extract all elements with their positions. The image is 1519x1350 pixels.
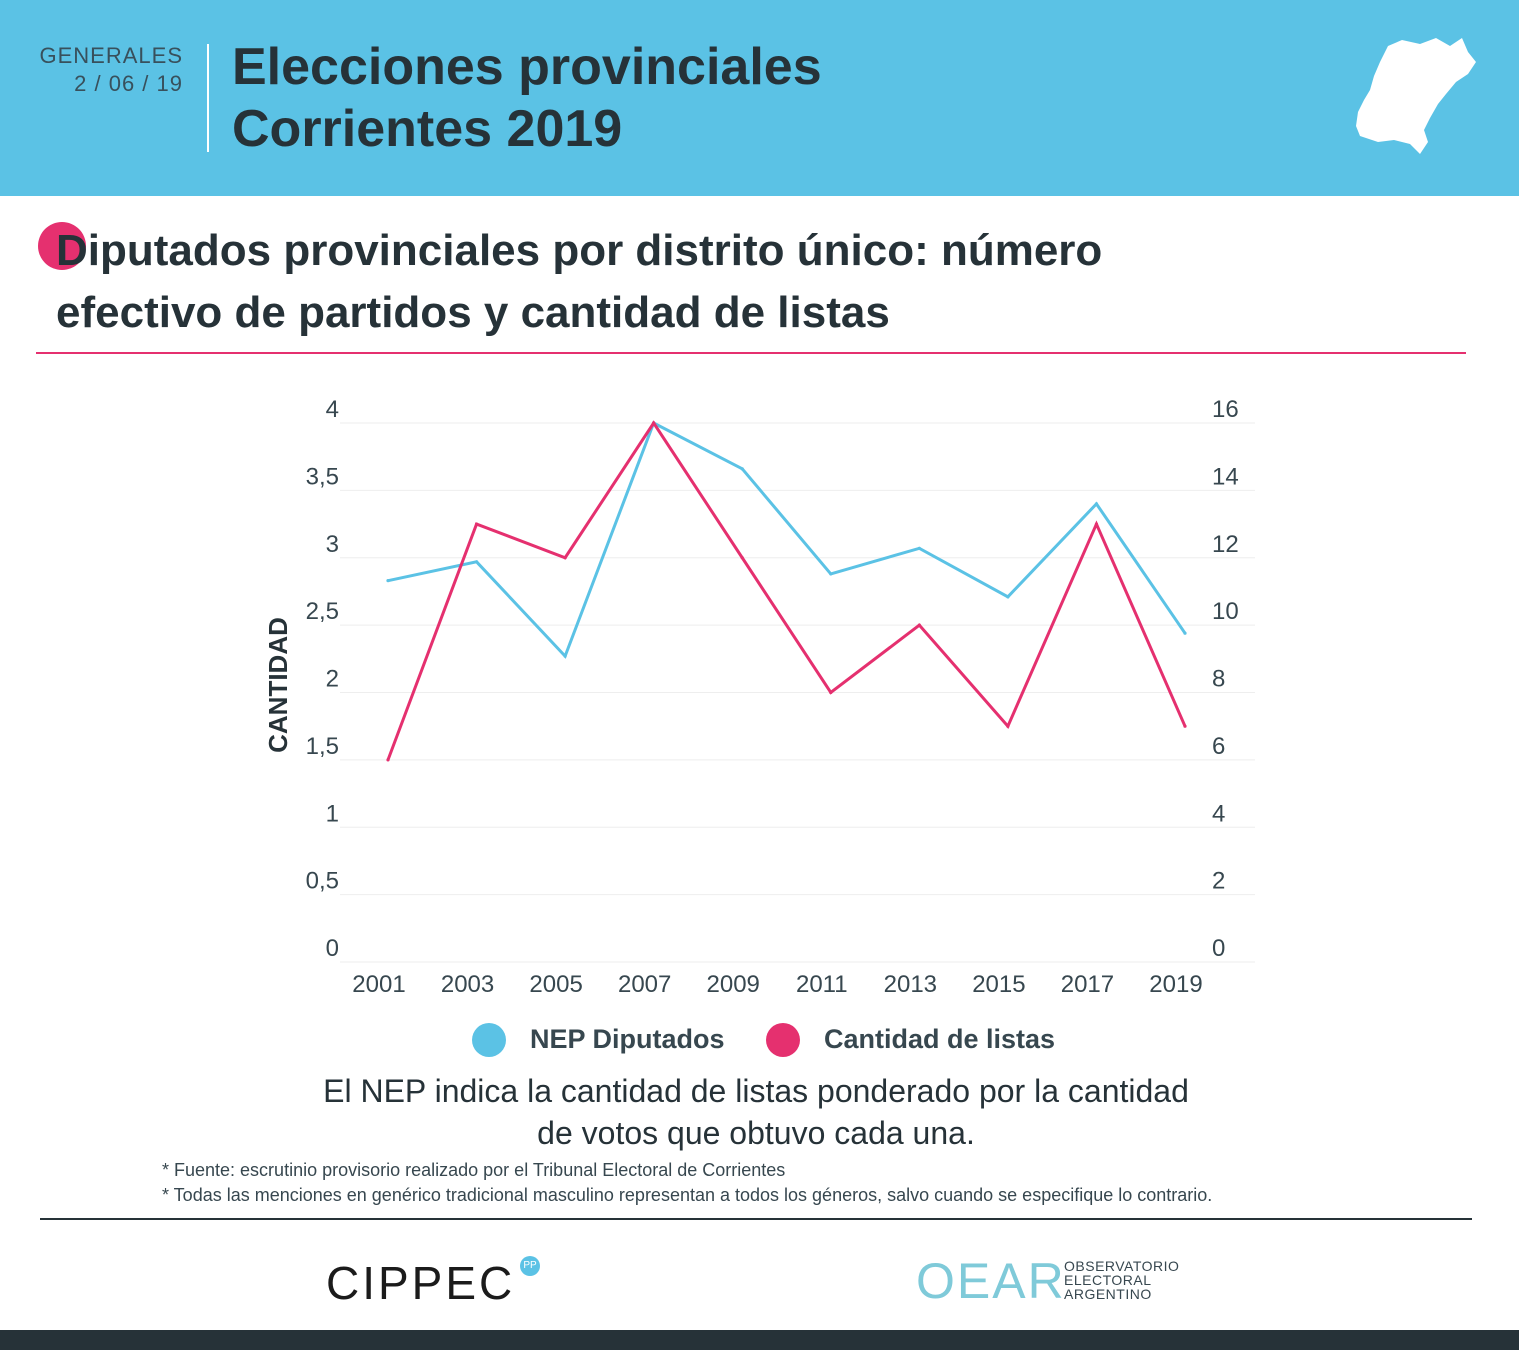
x-tick-label: 2007: [618, 971, 671, 998]
series-line-listas: [386, 420, 1187, 761]
y-tick-label: 4: [326, 396, 339, 423]
legend-swatch-nep: [472, 1023, 506, 1057]
oear-logo-line3: ARGENTINO: [1064, 1286, 1152, 1302]
axis-ticks: 0 0,5 1 1,5 2 2,5 3 3,5 4 0 2 4 6 8 10 12 14 16 2001 2003 20…: [306, 396, 1239, 998]
x-tick-label: 2017: [1061, 971, 1114, 998]
chart-note-line2: de votos que obtuvo cada una.: [537, 1115, 975, 1151]
y2-tick-label: 6: [1212, 733, 1225, 760]
data-point: [386, 758, 390, 762]
data-point: [1094, 502, 1099, 506]
series: [386, 420, 1187, 762]
line-chart: 0 0,5 1 1,5 2 2,5 3 3,5 4 0 2 4 6 8 10 12 14 16 2001 2003 20…: [263, 396, 1255, 998]
election-type: GENERALES: [39, 43, 183, 68]
y2-tick-label: 16: [1212, 396, 1239, 423]
series-line-nep: [387, 420, 1187, 659]
page-title-line1: Elecciones provinciales: [232, 38, 822, 96]
oear-logo-text: OBSERVATORIO ELECTORAL ARGENTINO: [1064, 1259, 1179, 1301]
footnote-source: * Fuente: escrutinio provisorio realizad…: [162, 1160, 786, 1180]
gridlines: [340, 422, 1255, 963]
legend-label-nep: NEP Diputados: [530, 1024, 725, 1054]
y2-tick-label: 14: [1212, 463, 1239, 490]
data-point: [1094, 522, 1099, 526]
chart-note-line1: El NEP indica la cantidad de listas pond…: [323, 1073, 1189, 1109]
data-point: [1183, 724, 1187, 728]
section-title-line1: Diputados provinciales por distrito únic…: [56, 226, 1103, 275]
page-title: Elecciones provinciales Corrientes 2019: [232, 36, 822, 160]
footnote-gender: * Todas las menciones en genérico tradic…: [162, 1185, 1213, 1205]
x-tick-label: 2001: [352, 971, 405, 998]
page-title-line2: Corrientes 2019: [232, 100, 623, 158]
y2-tick-label: 12: [1212, 531, 1239, 558]
election-type-date: GENERALES 2 / 06 / 19: [40, 42, 184, 98]
y-tick-label: 3: [326, 531, 339, 558]
cippec-logo-badge: PP: [520, 1256, 540, 1276]
data-point: [917, 623, 921, 627]
y-tick-label: 0,5: [306, 868, 339, 895]
y-tick-label: 1,5: [306, 733, 339, 760]
y2-tick-label: 10: [1212, 598, 1239, 625]
section-bullet: [38, 222, 86, 270]
data-point: [917, 546, 921, 550]
cippec-logo: CIPPEC: [326, 1257, 516, 1309]
y2-tick-label: 2: [1212, 868, 1225, 895]
y2-tick-label: 0: [1212, 935, 1225, 962]
data-point: [1006, 595, 1010, 599]
data-point: [829, 690, 833, 695]
data-point: [652, 421, 656, 425]
y2-tick-label: 4: [1212, 800, 1225, 827]
y-tick-label: 0: [326, 935, 339, 962]
header-divider: [207, 44, 209, 152]
oear-logo: OEAR: [916, 1253, 1066, 1309]
election-date: 2 / 06 / 19: [74, 71, 183, 96]
header-banner: GENERALES 2 / 06 / 19 Elecciones provinc…: [0, 0, 1519, 196]
section-title: Diputados provinciales por distrito únic…: [56, 220, 1356, 344]
data-point: [829, 572, 833, 576]
y-axis-label: CANTIDAD: [263, 617, 293, 753]
legend-swatch-listas: [766, 1023, 800, 1057]
x-tick-label: 2015: [972, 971, 1025, 998]
x-tick-label: 2013: [884, 971, 937, 998]
data-point: [563, 654, 567, 658]
oear-logo-line1: OBSERVATORIO: [1064, 1258, 1180, 1274]
y-tick-label: 3,5: [306, 463, 339, 490]
x-tick-label: 2009: [707, 971, 760, 998]
data-point: [563, 556, 567, 560]
x-tick-label: 2003: [441, 971, 494, 998]
chart-note: El NEP indica la cantidad de listas pond…: [256, 1070, 1256, 1154]
section-rule: [36, 352, 1466, 354]
legend-label-listas: Cantidad de listas: [824, 1024, 1056, 1054]
corrientes-map-icon: [1356, 38, 1476, 154]
data-point: [386, 579, 390, 583]
y2-tick-label: 8: [1212, 666, 1225, 693]
y-tick-label: 2: [326, 666, 339, 693]
y-tick-label: 2,5: [306, 598, 339, 625]
x-tick-label: 2011: [796, 971, 848, 998]
footer-rule: [40, 1218, 1472, 1220]
data-point: [1183, 631, 1187, 635]
bottom-bar: [0, 1330, 1519, 1350]
y-tick-label: 1: [326, 800, 339, 827]
data-point: [740, 467, 744, 471]
x-tick-label: 2019: [1149, 971, 1202, 998]
data-point: [474, 560, 479, 564]
data-point: [1006, 724, 1010, 728]
x-tick-label: 2005: [529, 971, 582, 998]
oear-logo-line2: ELECTORAL: [1064, 1272, 1152, 1288]
section-title-line2: efectivo de partidos y cantidad de lista…: [56, 288, 890, 337]
data-point: [740, 556, 744, 560]
data-point: [474, 522, 479, 526]
legend: NEP Diputados Cantidad de listas: [0, 1018, 1519, 1062]
